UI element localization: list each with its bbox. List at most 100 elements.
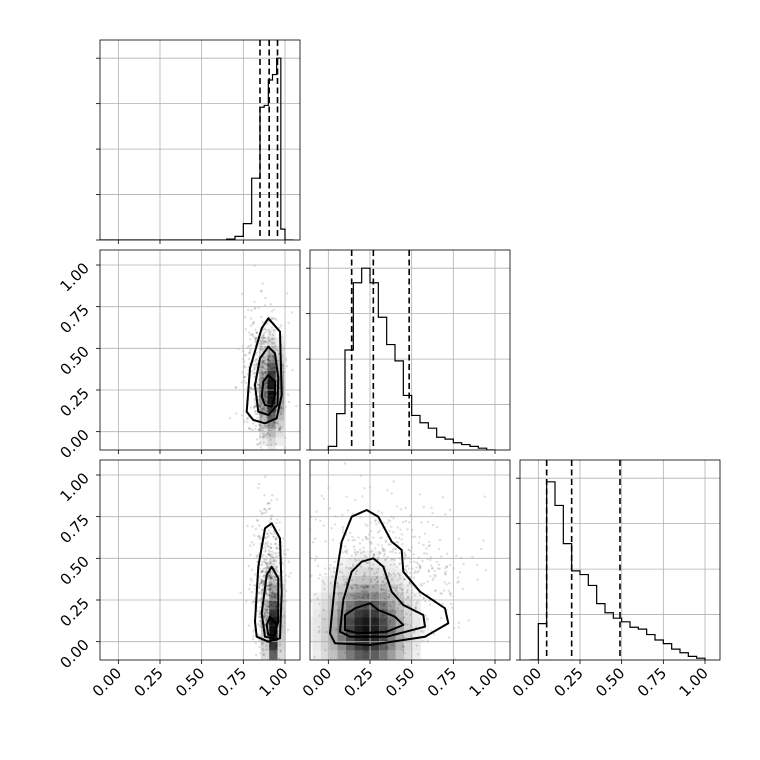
sample-point — [265, 568, 268, 572]
sample-point — [389, 604, 392, 608]
sample-point — [263, 560, 267, 564]
density-cell — [387, 659, 396, 660]
density-cell — [412, 617, 421, 626]
sample-point — [255, 519, 259, 522]
sample-point — [338, 570, 342, 573]
density-cell — [412, 650, 421, 660]
sample-point — [264, 371, 267, 375]
sample-point — [266, 502, 269, 505]
sample-point — [259, 340, 262, 343]
sample-point — [250, 590, 253, 594]
sample-point — [390, 578, 394, 581]
density-cell — [354, 625, 363, 635]
sample-point — [262, 336, 265, 339]
sample-point — [409, 572, 412, 575]
sample-point — [270, 604, 273, 607]
sample-point — [413, 571, 416, 575]
sample-point — [363, 593, 366, 597]
sample-point — [401, 543, 404, 546]
sample-point — [264, 296, 267, 300]
sample-point — [275, 546, 278, 549]
sample-point — [261, 348, 264, 351]
density-cell — [354, 617, 363, 626]
sample-point — [267, 583, 270, 586]
sample-point — [373, 616, 376, 619]
sample-point — [257, 585, 261, 588]
sample-point — [386, 521, 389, 525]
density-cell — [269, 575, 278, 585]
sample-point — [412, 553, 415, 556]
density-cell — [275, 379, 285, 388]
sample-point — [388, 589, 391, 593]
sample-point — [268, 594, 271, 597]
sample-point — [269, 414, 273, 417]
sample-point — [281, 563, 284, 566]
density-cell — [329, 650, 338, 660]
sample-point — [252, 634, 255, 638]
density-cell — [395, 634, 405, 643]
sample-point — [376, 580, 379, 584]
sample-point — [444, 572, 447, 575]
sample-point — [278, 428, 281, 431]
sample-point — [269, 576, 272, 579]
density-cell — [404, 625, 413, 635]
sample-point — [281, 528, 283, 530]
sample-point — [264, 545, 267, 548]
sample-point — [261, 334, 264, 337]
sample-point — [264, 664, 266, 666]
sample-point — [396, 607, 399, 610]
sample-point — [392, 572, 395, 575]
sample-point — [438, 538, 442, 542]
sample-point — [254, 402, 257, 405]
density-cell — [404, 617, 413, 626]
sample-point — [415, 602, 418, 606]
density-cell — [329, 684, 337, 692]
sample-point — [382, 604, 385, 607]
sample-point — [400, 538, 403, 541]
sample-point — [276, 422, 280, 426]
density-cell — [412, 659, 421, 660]
sample-point — [272, 308, 275, 311]
sample-point — [381, 621, 384, 624]
density-cell — [345, 659, 355, 660]
sample-point — [270, 396, 273, 399]
sample-point — [248, 583, 252, 586]
sample-point — [376, 580, 380, 583]
density-cell — [404, 600, 413, 610]
sample-point — [426, 520, 430, 524]
sample-point — [245, 417, 249, 421]
sample-point — [449, 602, 453, 605]
sample-point — [261, 377, 264, 380]
sample-point — [251, 370, 254, 373]
sample-point — [259, 671, 261, 673]
sample-point — [260, 578, 264, 582]
sample-point — [422, 543, 425, 547]
sample-point — [376, 619, 380, 622]
sample-point — [262, 653, 266, 656]
sample-point — [318, 573, 322, 577]
sample-point — [375, 575, 378, 579]
sample-point — [258, 377, 261, 380]
sample-point — [270, 583, 273, 586]
sample-point — [417, 541, 421, 545]
sample-point — [418, 564, 421, 568]
sample-point — [273, 584, 276, 588]
sample-point — [263, 336, 266, 339]
sample-point — [250, 386, 253, 390]
sample-point — [271, 370, 275, 373]
sample-point — [266, 395, 270, 398]
density-cell — [387, 634, 396, 643]
density-cell — [412, 609, 421, 618]
sample-point — [268, 550, 272, 553]
density-cell — [329, 642, 338, 651]
sample-point — [258, 574, 261, 578]
sample-point — [340, 591, 343, 595]
sample-point — [438, 567, 441, 570]
sample-point — [413, 594, 417, 597]
sample-point — [259, 405, 262, 409]
density-cell — [395, 575, 405, 585]
sample-point — [271, 605, 275, 608]
density-cell — [259, 429, 268, 438]
sample-point — [262, 567, 265, 571]
sample-point — [272, 354, 275, 358]
